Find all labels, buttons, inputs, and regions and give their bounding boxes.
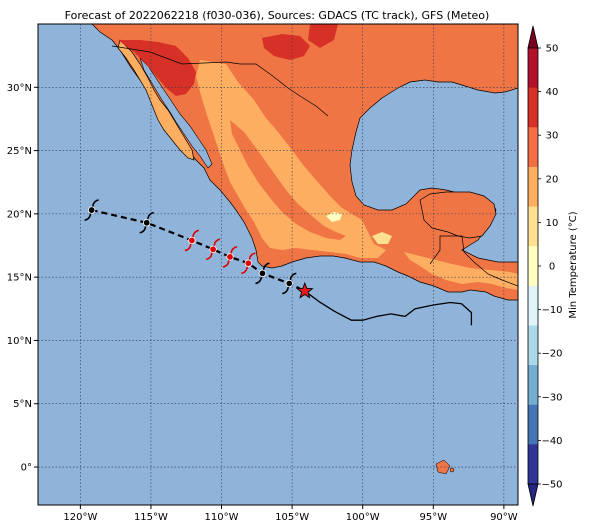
colorbar-segments — [527, 25, 539, 507]
colorbar-tick-label: 50 — [546, 44, 559, 55]
colorbar-label: Min Temperature (°C) — [568, 211, 579, 318]
colorbar-extend-top — [527, 25, 539, 49]
border-central-america — [473, 261, 518, 287]
cyclone-icon — [222, 246, 238, 268]
map-frame — [37, 23, 519, 506]
cyclone-icon — [282, 272, 297, 295]
x-tick-label: 90°W — [490, 512, 518, 523]
x-tick-label: 95°W — [419, 512, 447, 523]
colorbar-tick-label: −40 — [541, 436, 562, 447]
x-axis-ticks: 120°W 115°W 110°W 105°W 100°W 95°W 90°W — [63, 505, 518, 523]
land-highland-cool — [326, 212, 342, 222]
land-desert-hot — [118, 40, 196, 96]
colorbar-extend-bottom — [527, 483, 539, 507]
land-yucatan — [419, 191, 497, 239]
figure-title: Forecast of 2022062218 (f030-036), Sourc… — [65, 9, 490, 22]
x-tick-label: 115°W — [134, 512, 168, 523]
colorbar-segment — [528, 48, 538, 89]
land-galapagos — [435, 459, 451, 475]
gulf-of-california — [139, 57, 213, 169]
colorbar: 50 40 30 20 10 0 −10 −20 −30 −40 −50 Min Temperatu… — [527, 25, 579, 507]
colorbar-segment — [528, 166, 538, 208]
land-sierra-madre — [230, 120, 346, 240]
tc-track-layer — [84, 199, 473, 326]
land-desert-hot-2 — [262, 34, 310, 60]
land-northamerica — [91, 24, 518, 301]
colorbar-tick-label: 10 — [546, 218, 559, 229]
cyclone-icon — [255, 262, 270, 285]
colorbar-segment — [528, 87, 538, 128]
y-tick-label: 25°N — [7, 146, 32, 157]
gridlines — [38, 24, 518, 505]
x-tick-label: 120°W — [63, 512, 97, 523]
cyclone-icon — [241, 252, 256, 275]
cyclone-icon — [139, 211, 154, 234]
colorbar-segment — [528, 365, 538, 406]
cyclone-icon — [84, 199, 99, 221]
x-tick-label: 105°W — [275, 512, 309, 523]
colorbar-tick-label: 0 — [549, 262, 555, 273]
cyclone-icon — [184, 229, 199, 252]
land-central-america-cool — [404, 252, 518, 290]
current-position-star-icon — [295, 281, 314, 299]
border-us-mexico — [111, 45, 329, 117]
colorbar-segment — [528, 206, 538, 247]
y-tick-label: 10°N — [7, 336, 32, 347]
colorbar-tick-label: −30 — [541, 392, 562, 403]
colorbar-tick-label: 40 — [546, 87, 559, 98]
colorbar-segment — [528, 444, 538, 485]
land-baja-california — [117, 39, 195, 161]
colorbar-segment — [528, 127, 538, 168]
land-plateau — [196, 60, 386, 258]
y-axis-ticks: 30°N 25°N 20°N 15°N 10°N 5°N 0° — [7, 83, 38, 474]
colorbar-segment — [528, 325, 538, 366]
y-tick-label: 20°N — [7, 209, 32, 220]
land-highland-cool-2 — [372, 232, 392, 244]
y-tick-label: 15°N — [7, 273, 32, 284]
colorbar-tick-label: −10 — [541, 305, 562, 316]
colorbar-segment — [528, 404, 538, 445]
border-mexico-guatemala — [429, 235, 475, 265]
land-galapagos-islet — [449, 467, 455, 473]
x-tick-label: 110°W — [205, 512, 239, 523]
land-layer — [91, 24, 518, 475]
colorbar-segment — [528, 285, 538, 326]
y-tick-label: 0° — [21, 463, 32, 474]
colorbar-ticks: 50 40 30 20 10 0 −10 −20 −30 −40 −50 — [538, 44, 563, 491]
forecast-track-line — [91, 208, 306, 293]
colorbar-tick-label: 20 — [546, 174, 559, 185]
y-tick-label: 5°N — [13, 399, 32, 410]
cyclone-icon — [205, 238, 221, 261]
past-track-line — [304, 290, 473, 326]
map-panel: 120°W 115°W 110°W 105°W 100°W 95°W 90°W 30°N 25… — [7, 23, 519, 523]
land-desert-hot-3 — [308, 24, 338, 48]
y-tick-label: 30°N — [7, 83, 32, 94]
colorbar-tick-label: 30 — [546, 131, 559, 142]
colorbar-segment — [528, 246, 538, 287]
colorbar-tick-label: −50 — [541, 480, 562, 491]
x-tick-label: 100°W — [346, 512, 380, 523]
colorbar-tick-label: −20 — [541, 349, 562, 360]
